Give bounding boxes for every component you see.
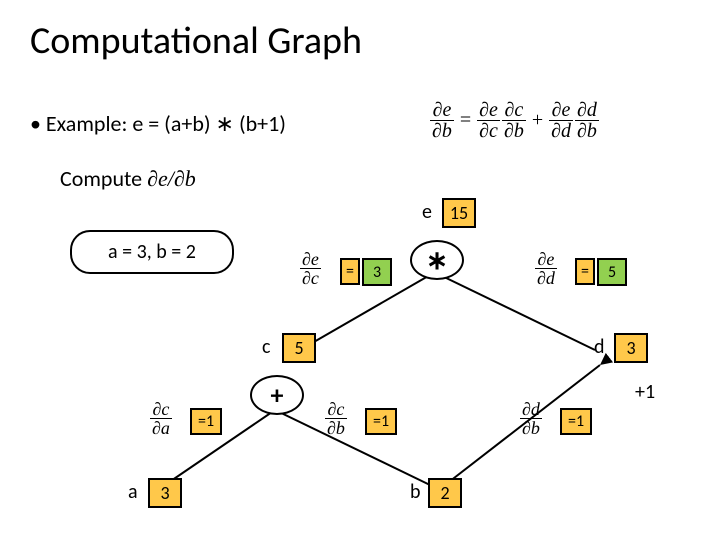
partial-dd-db: ∂d ∂b bbox=[520, 400, 542, 437]
partial-dc-da: ∂c ∂a bbox=[150, 400, 172, 437]
node-c-label: c bbox=[262, 335, 270, 359]
partial-de-dc-eq: = bbox=[340, 258, 360, 285]
plus-one-label: +1 bbox=[635, 380, 655, 404]
node-a-value: 3 bbox=[148, 478, 182, 508]
example-bullet: • Example: e = (a+b) ∗ (b+1) bbox=[30, 110, 286, 137]
partial-dd-db-val: =1 bbox=[560, 408, 592, 435]
op-plus: + bbox=[250, 375, 304, 415]
compute-label: Compute ∂e/∂b bbox=[60, 165, 196, 192]
node-d-label: d bbox=[594, 335, 605, 359]
page-title: Computational Graph bbox=[30, 18, 362, 64]
partial-dc-db: ∂c ∂b bbox=[325, 400, 347, 437]
partial-de-dd-eq: = bbox=[575, 258, 595, 285]
partial-de-dd-val: 5 bbox=[597, 258, 627, 286]
chain-rule-equation: ∂e∂b = ∂e∂c ∂c∂b + ∂e∂d ∂d∂b bbox=[430, 100, 599, 141]
partial-dc-db-val: =1 bbox=[365, 408, 397, 435]
node-a-label: a bbox=[128, 480, 138, 504]
partial-de-dc: ∂e ∂c bbox=[300, 250, 321, 287]
partial-dc-da-val: =1 bbox=[190, 408, 222, 435]
inputs-oval: a = 3, b = 2 bbox=[70, 230, 234, 274]
op-mult: ∗ bbox=[410, 240, 464, 280]
node-e-label: e bbox=[422, 200, 432, 224]
partial-de-dd: ∂e ∂d bbox=[535, 250, 557, 287]
node-d-value: 3 bbox=[614, 333, 648, 363]
node-e-value: 15 bbox=[442, 198, 476, 228]
partial-de-dc-val: 3 bbox=[362, 258, 392, 286]
node-b-label: b bbox=[410, 480, 421, 504]
node-b-value: 2 bbox=[428, 478, 462, 508]
node-c-value: 5 bbox=[282, 333, 316, 363]
